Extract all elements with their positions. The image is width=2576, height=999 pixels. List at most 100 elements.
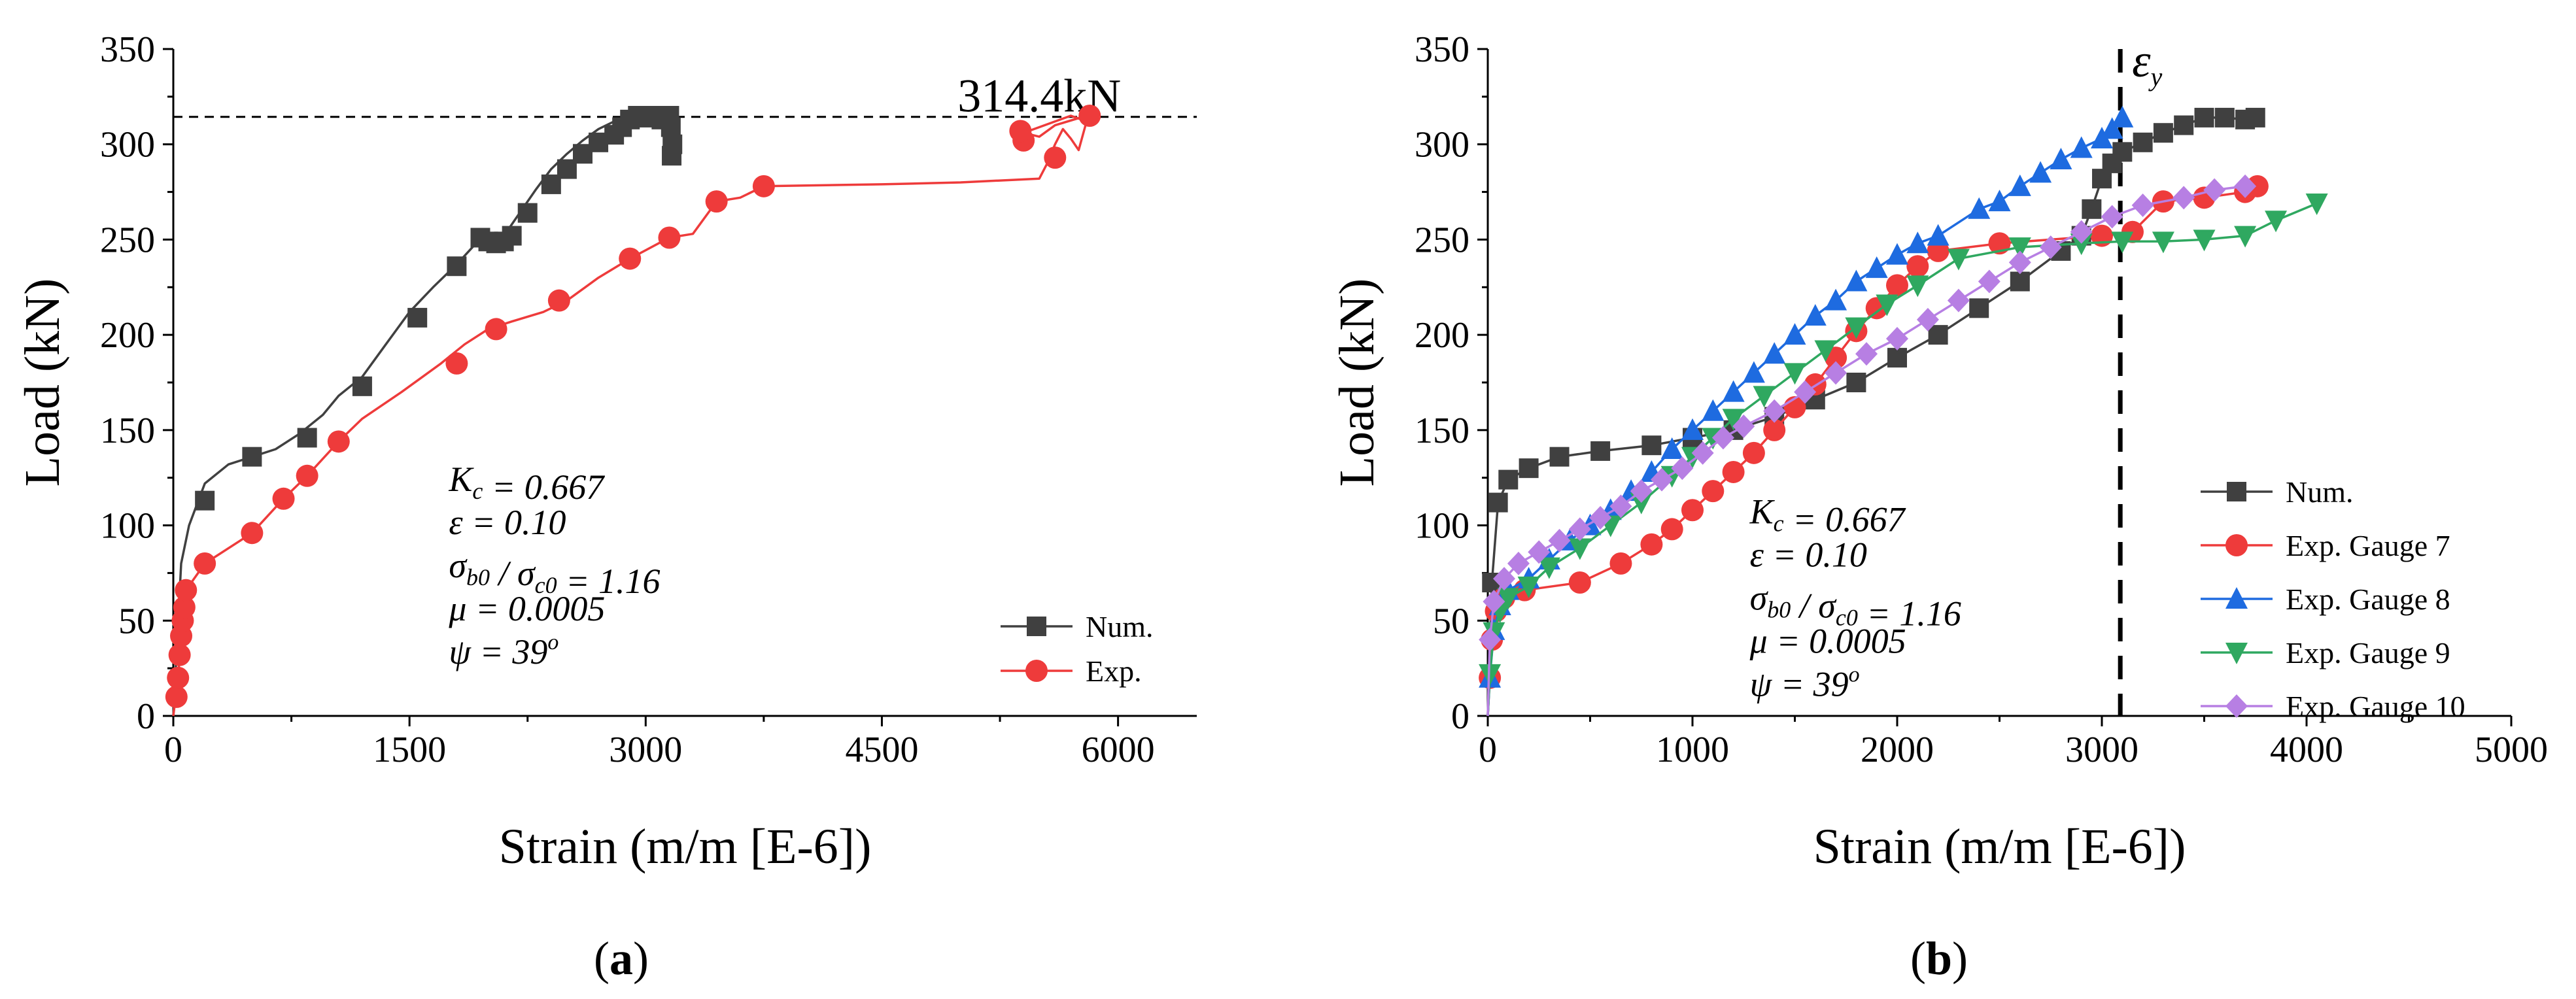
x-tick-label: 0 <box>1479 730 1497 770</box>
x-tick-label: 4500 <box>845 730 918 770</box>
parameter-label-part: ε = 0.10 <box>449 503 566 542</box>
x-tick-label: 2000 <box>1861 730 1934 770</box>
data-point <box>2193 229 2216 252</box>
parameter-label-part: σ <box>449 546 468 585</box>
data-point <box>2203 178 2226 202</box>
x-axis-title: Strain (m/m [E-6]) <box>499 819 872 874</box>
legend: Num. Exp. Gauge 7 Exp. Gauge 8 Exp. Gauge 9… <box>2201 475 2465 723</box>
legend-label: Exp. Gauge 10 <box>2286 690 2465 723</box>
data-point <box>1876 294 1898 316</box>
data-point <box>2050 148 2072 170</box>
data-point <box>1722 460 1745 483</box>
legend-marker <box>1027 617 1046 636</box>
data-point <box>1886 243 1908 265</box>
panel-label-part: a <box>610 932 633 985</box>
parameter-label-part: / σ <box>490 554 536 593</box>
data-point <box>1548 528 1571 552</box>
data-point <box>1845 317 1868 339</box>
reference-line-label: εy <box>2132 35 2162 92</box>
data-point <box>447 256 467 277</box>
data-point <box>1009 120 1032 143</box>
data-point <box>1763 399 1786 423</box>
legend-label: Num. <box>2286 475 2354 509</box>
parameter-label-part: μ = 0.0005 <box>448 589 605 628</box>
data-point <box>1722 380 1745 402</box>
data-point <box>2111 231 2134 254</box>
data-point <box>502 226 522 246</box>
data-point <box>2174 115 2194 135</box>
data-point <box>445 352 468 375</box>
data-point <box>1640 533 1663 556</box>
data-point <box>1906 255 1929 278</box>
data-point <box>1906 275 1929 297</box>
x-tick-label: 1000 <box>1656 730 1729 770</box>
y-tick-label: 100 <box>100 506 155 547</box>
data-point <box>1590 441 1611 461</box>
data-point <box>2101 117 2123 139</box>
parameter-label-part: c <box>1774 511 1784 537</box>
data-point <box>1609 552 1632 575</box>
parameter-label: Kc = 0.667 <box>448 460 605 507</box>
x-tick-label: 0 <box>164 730 182 770</box>
data-point <box>1691 441 1714 465</box>
data-point <box>2111 105 2134 127</box>
legend-label: Num. <box>1086 610 1154 643</box>
y-tick-label: 0 <box>1451 696 1469 737</box>
data-point <box>407 307 428 328</box>
data-point <box>2245 107 2265 127</box>
x-axis-title: Strain (m/m [E-6]) <box>1813 819 2186 874</box>
data-point <box>1783 323 1806 345</box>
data-point <box>1722 409 1745 431</box>
data-point <box>1947 288 1970 313</box>
data-point <box>175 579 197 601</box>
data-point <box>272 487 295 510</box>
y-axis-title: Load (kN) <box>1330 279 1384 487</box>
y-tick-label: 350 <box>100 29 155 70</box>
y-tick-label: 50 <box>118 601 155 641</box>
y-tick-label: 50 <box>1433 601 1469 641</box>
data-point <box>2194 107 2214 127</box>
data-point <box>662 146 682 166</box>
parameter-label-part: ε = 0.10 <box>1750 535 1867 575</box>
data-point <box>2234 226 2257 248</box>
y-tick-label: 150 <box>1415 411 1469 451</box>
data-point <box>2265 211 2288 233</box>
data-point <box>173 596 196 618</box>
data-point <box>195 490 215 511</box>
data-point <box>1507 551 1530 575</box>
data-point <box>2008 250 2031 275</box>
data-point <box>1742 441 1765 464</box>
panel-label-part: ) <box>1952 932 1968 985</box>
data-point <box>752 175 775 197</box>
data-point <box>2070 233 2093 256</box>
data-point <box>1044 146 1067 169</box>
parameter-label-part: b0 <box>1767 597 1791 623</box>
parameter-label-part: o <box>1849 663 1860 687</box>
data-point <box>2029 161 2052 183</box>
data-point <box>1493 567 1516 591</box>
data-point <box>194 552 216 575</box>
panel-label-part: ( <box>1910 932 1926 985</box>
legend-label: Exp. Gauge 7 <box>2286 529 2450 562</box>
parameter-label: ψ = 39o <box>449 630 558 671</box>
data-point <box>1498 469 1519 490</box>
data-point <box>1537 557 1560 579</box>
data-point <box>1517 576 1540 598</box>
epsilon-subscript: y <box>2148 62 2163 92</box>
data-point <box>1651 467 1674 492</box>
y-tick-label: 100 <box>1415 506 1469 547</box>
data-point <box>1783 363 1806 385</box>
data-point <box>2153 123 2173 143</box>
data-point <box>2112 142 2133 162</box>
legend-marker <box>2225 643 2248 664</box>
data-point <box>1988 190 2011 212</box>
data-point <box>2039 235 2062 260</box>
data-point <box>1630 492 1653 515</box>
panel-a-chart: 0 1500 3000 4500 6000 0 50 100 150 200 250 300 350 St… <box>15 29 1197 985</box>
data-point <box>1855 342 1878 366</box>
data-point <box>1794 380 1817 404</box>
data-point <box>2214 107 2235 127</box>
data-point <box>2008 237 2031 260</box>
data-point <box>1630 479 1653 503</box>
data-point <box>1660 437 1683 459</box>
